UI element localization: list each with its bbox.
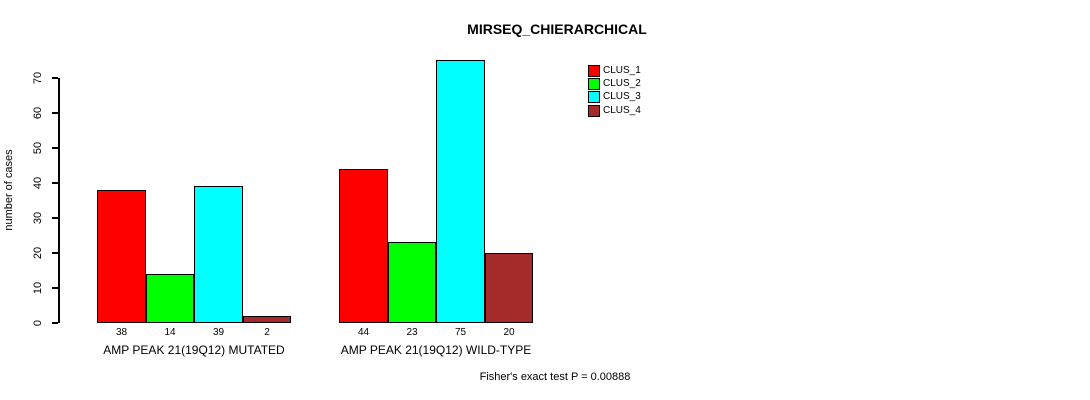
bar-clus_3-group2 <box>436 60 485 323</box>
legend-swatch-clus_3 <box>588 91 600 104</box>
bar-value-label: 20 <box>503 327 515 338</box>
bar-value-label: 38 <box>115 327 128 338</box>
y-axis-tick <box>52 217 58 219</box>
bar-value-label: 75 <box>454 327 467 338</box>
y-axis-tick <box>52 112 58 114</box>
y-axis-tick-label: 10 <box>32 281 44 295</box>
legend-swatch-clus_1 <box>588 65 600 77</box>
bar-clus_3-group1 <box>194 186 243 323</box>
y-axis-tick <box>52 322 58 324</box>
y-axis-tick-label: 50 <box>32 141 44 155</box>
y-axis-tick <box>52 252 58 254</box>
fisher-test-annotation: Fisher's exact test P = 0.00888 <box>479 371 631 383</box>
bar-clus_2-group2 <box>388 242 436 323</box>
bar-clus_1-group1 <box>97 190 146 323</box>
bar-clus_4-group2 <box>485 253 533 323</box>
y-axis-tick-label: 70 <box>32 71 44 85</box>
bar-clus_2-group1 <box>146 274 194 323</box>
y-axis-tick-label: 20 <box>32 246 44 260</box>
bar-value-label: 39 <box>212 327 225 338</box>
legend-swatch-clus_4 <box>588 104 600 117</box>
y-axis-tick-label: 0 <box>32 319 44 327</box>
y-axis-tick <box>52 287 58 289</box>
y-axis-tick-label: 40 <box>32 176 44 190</box>
y-axis-tick <box>52 182 58 184</box>
legend-label: CLUS_2 <box>603 78 641 90</box>
legend-label: CLUS_3 <box>603 91 641 103</box>
bar-value-label: 44 <box>357 327 370 338</box>
legend-label: CLUS_1 <box>603 65 641 76</box>
group-label: AMP PEAK 21(19Q12) MUTATED <box>103 343 285 357</box>
bar-clus_1-group2 <box>339 169 388 323</box>
y-axis-label: number of cases <box>3 149 15 231</box>
y-axis-tick <box>52 77 58 79</box>
group-label: AMP PEAK 21(19Q12) WILD-TYPE <box>340 343 532 357</box>
bar-value-label: 2 <box>264 327 270 338</box>
chart-title: MIRSEQ_CHIERARCHICAL <box>467 21 647 37</box>
y-axis-tick <box>52 147 58 149</box>
legend-label: CLUS_4 <box>603 104 641 116</box>
y-axis-tick-label: 60 <box>32 106 44 120</box>
y-axis-tick-label: 30 <box>32 211 44 225</box>
legend-swatch-clus_2 <box>588 78 600 91</box>
bar-value-label: 14 <box>164 327 176 338</box>
bar-clus_4-group1 <box>243 316 291 323</box>
bar-value-label: 23 <box>406 327 418 338</box>
y-axis-line <box>58 78 60 323</box>
